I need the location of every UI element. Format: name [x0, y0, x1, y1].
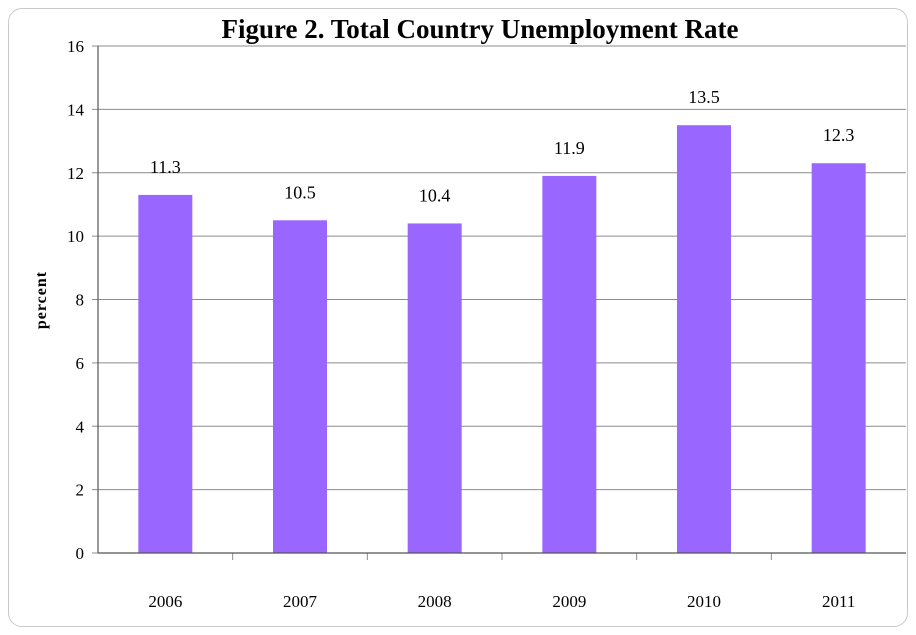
data-label-2007: 10.5: [284, 182, 316, 202]
y-tick-label-2: 2: [76, 481, 85, 500]
bar-2009: [542, 175, 597, 553]
data-label-2011: 12.3: [823, 125, 855, 145]
bars: [138, 125, 866, 553]
y-tick-label-6: 6: [76, 354, 85, 373]
bar-2011: [811, 163, 866, 553]
x-tick-label-2010: 2010: [687, 592, 721, 611]
y-axis-ticks: 0 2 4 6 8 10 12 14 16: [67, 37, 98, 563]
x-tick-label-2011: 2011: [822, 592, 855, 611]
x-axis-ticks: 2006 2007 2008 2009 2010 2011: [148, 553, 855, 611]
y-tick-label-4: 4: [76, 417, 85, 436]
y-tick-label-14: 14: [67, 100, 85, 119]
y-tick-label-0: 0: [76, 544, 85, 563]
data-label-2006: 11.3: [150, 157, 181, 177]
data-label-2009: 11.9: [554, 138, 585, 158]
x-tick-label-2006: 2006: [148, 592, 182, 611]
x-tick-label-2007: 2007: [283, 592, 318, 611]
gridlines: [98, 45, 906, 491]
bar-2008: [407, 223, 462, 553]
x-tick-label-2009: 2009: [552, 592, 586, 611]
y-tick-label-8: 8: [76, 291, 85, 310]
x-tick-label-2008: 2008: [418, 592, 452, 611]
y-tick-label-16: 16: [67, 37, 84, 56]
data-label-2008: 10.4: [419, 185, 451, 205]
y-tick-label-10: 10: [67, 227, 84, 246]
data-labels: 11.3 10.5 10.4 11.9 13.5 12.3: [150, 87, 855, 205]
chart-title: Figure 2. Total Country Unemployment Rat…: [222, 14, 739, 44]
y-tick-label-12: 12: [67, 164, 84, 183]
y-axis-label: percent: [33, 271, 50, 329]
data-label-2010: 13.5: [688, 87, 720, 107]
bar-2007: [273, 220, 327, 553]
bar-2010: [677, 125, 731, 553]
bar-2006: [138, 194, 193, 553]
